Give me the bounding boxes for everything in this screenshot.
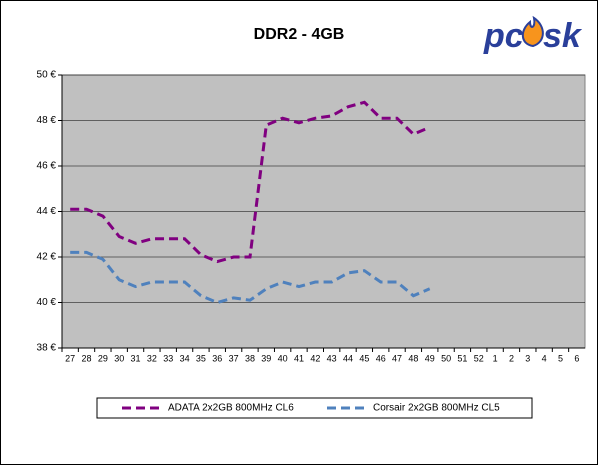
logo-text: sk xyxy=(543,17,583,55)
x-tick-label: 46 xyxy=(376,353,386,363)
legend-label: Corsair 2x2GB 800MHz CL5 xyxy=(373,403,500,414)
logo-text: pc xyxy=(483,17,524,55)
x-tick-label: 31 xyxy=(131,353,141,363)
x-tick-label: 30 xyxy=(114,353,124,363)
x-tick-label: 5 xyxy=(558,353,563,363)
chart-title: DDR2 - 4GB xyxy=(254,26,345,43)
y-tick-label: 40 € xyxy=(37,297,57,308)
x-tick-label: 29 xyxy=(98,353,108,363)
legend xyxy=(96,397,533,419)
x-tick-label: 35 xyxy=(196,353,206,363)
series-line xyxy=(70,250,431,305)
x-tick-label: 47 xyxy=(392,353,402,363)
x-tick-label: 6 xyxy=(574,353,579,363)
x-tick-label: 43 xyxy=(327,353,337,363)
x-tick-label: 33 xyxy=(163,353,173,363)
x-tick-label: 44 xyxy=(343,353,353,363)
y-tick-label: 48 € xyxy=(37,115,57,126)
x-tick-label: 36 xyxy=(212,353,222,363)
x-tick-label: 42 xyxy=(310,353,320,363)
logo-flame xyxy=(521,15,544,48)
x-tick-label: 1 xyxy=(493,353,498,363)
x-tick-label: 4 xyxy=(542,353,547,363)
x-tick-label: 41 xyxy=(294,353,304,363)
x-tick-label: 45 xyxy=(359,353,369,363)
y-tick-label: 38 € xyxy=(37,343,57,354)
x-tick-label: 3 xyxy=(525,353,530,363)
x-tick-label: 52 xyxy=(474,353,484,363)
y-tick-label: 44 € xyxy=(37,206,57,217)
x-tick-label: 39 xyxy=(261,353,271,363)
series-line xyxy=(70,100,431,264)
x-tick-label: 49 xyxy=(425,353,435,363)
x-tick-label: 2 xyxy=(509,353,514,363)
y-tick-label: 50 € xyxy=(37,70,57,81)
x-tick-label: 40 xyxy=(278,353,288,363)
y-tick-label: 46 € xyxy=(37,161,57,172)
x-tick-label: 48 xyxy=(408,353,418,363)
x-tick-label: 27 xyxy=(65,353,75,363)
logo: pc sk xyxy=(483,15,583,55)
x-tick-label: 32 xyxy=(147,353,157,363)
x-tick-label: 38 xyxy=(245,353,255,363)
y-tick-label: 42 € xyxy=(37,252,57,263)
x-tick-label: 28 xyxy=(82,353,92,363)
x-tick-label: 51 xyxy=(457,353,467,363)
x-tick-label: 34 xyxy=(180,353,190,363)
legend-label: ADATA 2x2GB 800MHz CL6 xyxy=(168,403,294,414)
x-tick-label: 37 xyxy=(229,353,239,363)
x-tick-label: 50 xyxy=(441,353,451,363)
